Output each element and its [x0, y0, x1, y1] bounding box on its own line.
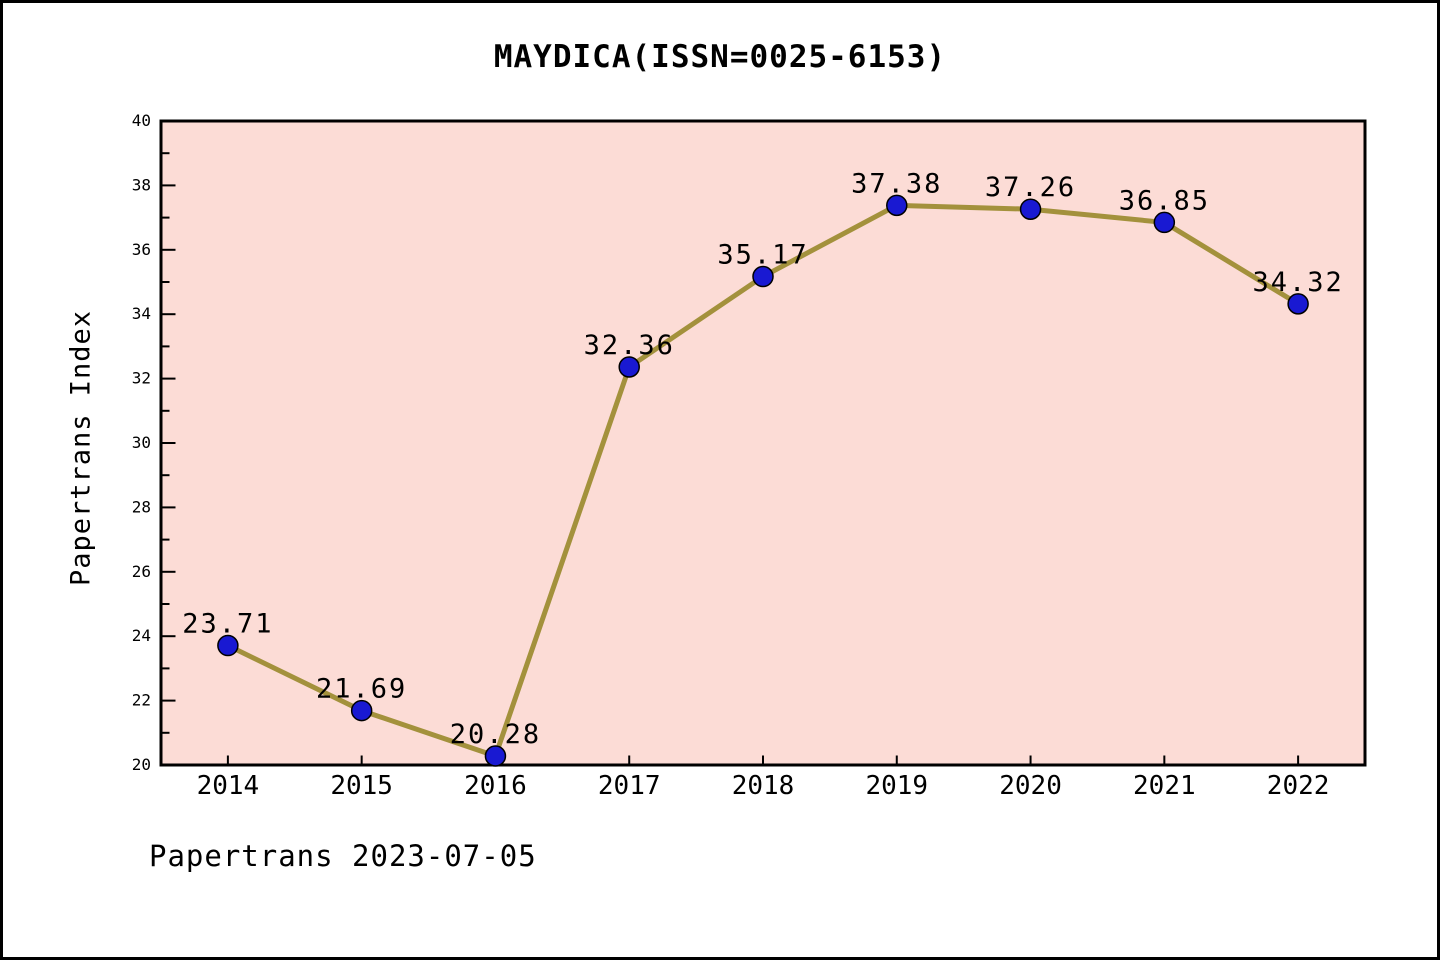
y-tick-label: 30: [132, 433, 151, 452]
y-tick-label: 20: [132, 755, 151, 774]
y-tick-label: 22: [132, 691, 151, 710]
x-tick-label: 2016: [464, 771, 527, 801]
data-point: [1287, 293, 1309, 315]
y-tick-label: 24: [132, 626, 151, 645]
data-point-label: 37.38: [851, 168, 942, 199]
x-tick-label: 2022: [1267, 771, 1330, 801]
y-tick-label: 26: [132, 562, 151, 581]
data-point-label: 20.28: [450, 719, 541, 750]
data-point: [1153, 211, 1176, 234]
x-tick-label: 2019: [865, 771, 928, 801]
data-point: [484, 745, 507, 767]
y-tick-label: 28: [132, 497, 151, 516]
data-point: [752, 265, 774, 288]
data-point: [886, 194, 908, 217]
data-point-label: 36.85: [1119, 185, 1210, 216]
data-point-label: 34.32: [1252, 267, 1343, 298]
y-tick-label: 36: [132, 240, 151, 259]
data-point: [350, 699, 373, 722]
x-tick-label: 2015: [330, 771, 393, 801]
footer-caption: Papertrans 2023-07-05: [149, 839, 537, 873]
plot-area: [161, 121, 1365, 765]
data-point: [217, 634, 239, 657]
x-tick-label: 2021: [1133, 771, 1196, 801]
y-tick-label: 38: [132, 175, 151, 194]
data-point-label: 35.17: [717, 240, 808, 271]
x-tick-label: 2017: [598, 771, 661, 801]
data-point-label: 37.26: [985, 172, 1076, 203]
y-tick-label: 32: [132, 369, 151, 388]
data-point-label: 21.69: [316, 674, 407, 705]
data-point: [618, 356, 640, 378]
data-point-label: 32.36: [584, 330, 675, 361]
plot-border: [159, 119, 1367, 767]
x-tick-label: 2020: [999, 771, 1062, 801]
x-tick-label: 2014: [197, 771, 260, 801]
data-point: [1019, 198, 1042, 220]
data-point-label: 23.71: [182, 609, 273, 640]
chart-title: MAYDICA(ISSN=0025-6153): [493, 39, 947, 75]
y-tick-label: 40: [132, 111, 151, 130]
y-tick-label: 34: [132, 304, 151, 323]
x-tick-label: 2018: [732, 771, 795, 801]
